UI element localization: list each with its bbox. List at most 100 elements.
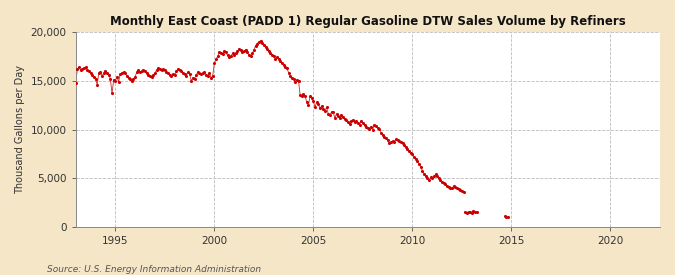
- Point: [113, 79, 124, 84]
- Point: [72, 67, 83, 71]
- Point: [389, 140, 400, 144]
- Point: [245, 54, 256, 59]
- Point: [248, 47, 259, 52]
- Point: [252, 42, 263, 46]
- Point: [366, 125, 377, 129]
- Point: [374, 126, 385, 131]
- Point: [254, 40, 265, 44]
- Point: [132, 70, 142, 74]
- Point: [182, 70, 193, 74]
- Point: [466, 210, 477, 215]
- Point: [392, 138, 403, 142]
- Point: [180, 72, 190, 76]
- Point: [278, 63, 289, 67]
- Point: [146, 75, 157, 79]
- Point: [290, 79, 300, 84]
- Point: [194, 71, 205, 75]
- Point: [340, 117, 350, 121]
- Point: [171, 69, 182, 73]
- Point: [161, 70, 172, 74]
- Point: [300, 94, 310, 98]
- Point: [437, 180, 448, 185]
- Point: [225, 54, 236, 59]
- Point: [159, 68, 170, 72]
- Point: [247, 51, 258, 56]
- Point: [107, 91, 117, 96]
- Point: [385, 140, 396, 144]
- Point: [358, 120, 369, 125]
- Point: [200, 73, 211, 77]
- Point: [95, 70, 106, 74]
- Point: [165, 73, 176, 77]
- Point: [99, 71, 109, 75]
- Point: [212, 54, 223, 59]
- Point: [284, 71, 294, 75]
- Point: [328, 110, 339, 114]
- Point: [229, 53, 240, 57]
- Point: [354, 122, 365, 127]
- Point: [100, 69, 111, 73]
- Point: [199, 70, 210, 74]
- Point: [298, 92, 309, 97]
- Point: [269, 54, 279, 59]
- Point: [232, 49, 243, 54]
- Point: [70, 81, 81, 85]
- Point: [468, 208, 479, 213]
- Point: [402, 147, 413, 151]
- Point: [333, 114, 344, 118]
- Point: [346, 119, 357, 123]
- Point: [349, 120, 360, 124]
- Point: [456, 189, 467, 193]
- Point: [271, 55, 282, 59]
- Point: [126, 79, 137, 83]
- Point: [463, 209, 474, 214]
- Point: [135, 70, 146, 74]
- Point: [189, 77, 200, 81]
- Point: [433, 176, 444, 181]
- Point: [352, 120, 363, 125]
- Point: [351, 119, 362, 123]
- Y-axis label: Thousand Gallons per Day: Thousand Gallons per Day: [15, 65, 25, 194]
- Point: [408, 155, 419, 159]
- Point: [207, 74, 218, 78]
- Point: [343, 120, 354, 124]
- Point: [336, 113, 347, 117]
- Point: [448, 184, 459, 188]
- Point: [92, 82, 103, 87]
- Point: [440, 182, 451, 186]
- Point: [192, 70, 203, 74]
- Point: [250, 43, 261, 48]
- Point: [319, 109, 330, 113]
- Point: [97, 74, 107, 78]
- Point: [414, 161, 425, 166]
- Point: [376, 130, 387, 135]
- Point: [143, 73, 154, 77]
- Point: [458, 190, 469, 194]
- Point: [445, 186, 456, 190]
- Point: [267, 53, 277, 57]
- Point: [115, 72, 126, 76]
- Point: [277, 61, 288, 65]
- Point: [315, 106, 325, 110]
- Point: [465, 210, 476, 214]
- Point: [429, 174, 439, 179]
- Point: [259, 42, 269, 47]
- Point: [394, 139, 404, 144]
- Point: [334, 116, 345, 120]
- Point: [427, 176, 437, 181]
- Point: [78, 66, 89, 70]
- Point: [441, 184, 452, 188]
- Point: [377, 133, 388, 138]
- Point: [122, 74, 132, 78]
- Point: [430, 172, 441, 177]
- Point: [167, 72, 178, 76]
- Point: [303, 103, 314, 107]
- Point: [438, 181, 449, 185]
- Point: [415, 164, 426, 169]
- Point: [260, 44, 271, 49]
- Point: [85, 71, 96, 75]
- Point: [313, 102, 324, 106]
- Point: [455, 188, 466, 192]
- Point: [344, 122, 355, 126]
- Point: [410, 157, 421, 161]
